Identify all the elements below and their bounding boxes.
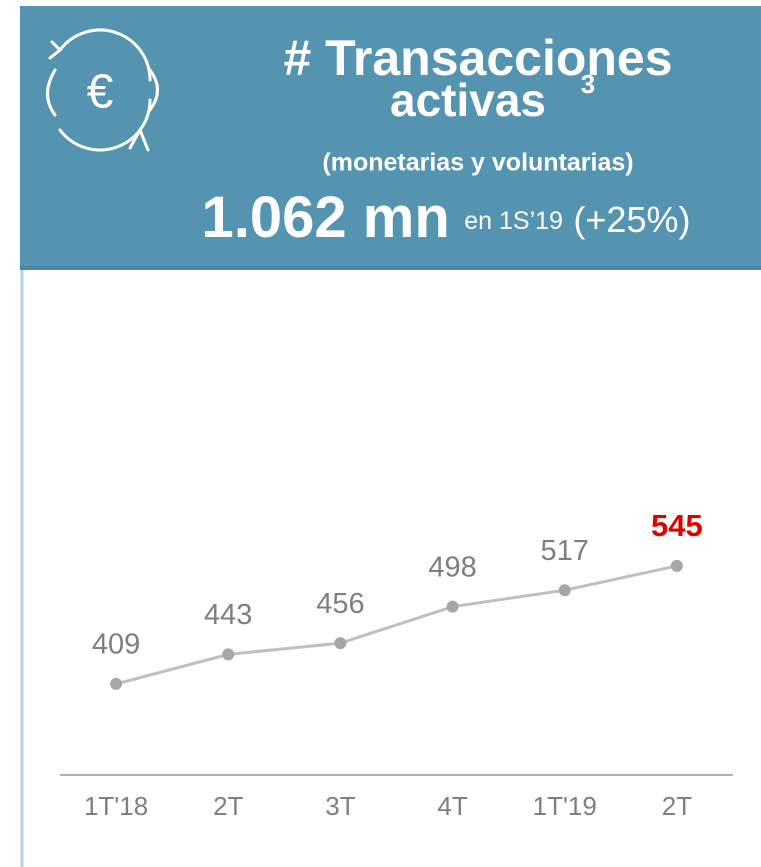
data-label: 456 [316,588,364,620]
data-label: 443 [204,599,252,631]
data-label: 409 [92,629,140,661]
point [334,637,347,650]
x-tick-label: 1T'19 [533,791,597,821]
x-tick-label: 2T [213,791,243,821]
euro-icon [46,28,159,152]
title: activas [390,74,546,126]
line [115,564,678,686]
headline-change: (+25%) [573,199,690,240]
point [670,559,683,572]
footnote: 3 [581,69,595,99]
headline-period: en 1S’19 [464,207,563,235]
header-edge [20,266,761,270]
data-label: 498 [428,551,476,583]
point [446,600,459,613]
euro-symbol: € [87,66,114,119]
point [110,677,123,690]
point [222,648,235,661]
x-tick-label: 3T [325,791,355,821]
title: # Transacciones [283,30,672,86]
data-label: 517 [541,535,589,567]
headline-value: 1.062 mn [202,185,450,250]
headline: 1.062 mn en 1S’19 (+25%) [202,185,691,250]
point [558,584,571,597]
x-tick-label: 4T [437,791,467,821]
subtitle: (monetarias y voluntarias) [322,149,633,177]
x-tick-label: 1T'18 [84,791,148,821]
x-tick-label: 2T [662,791,692,821]
data-label: 545 [651,508,703,543]
